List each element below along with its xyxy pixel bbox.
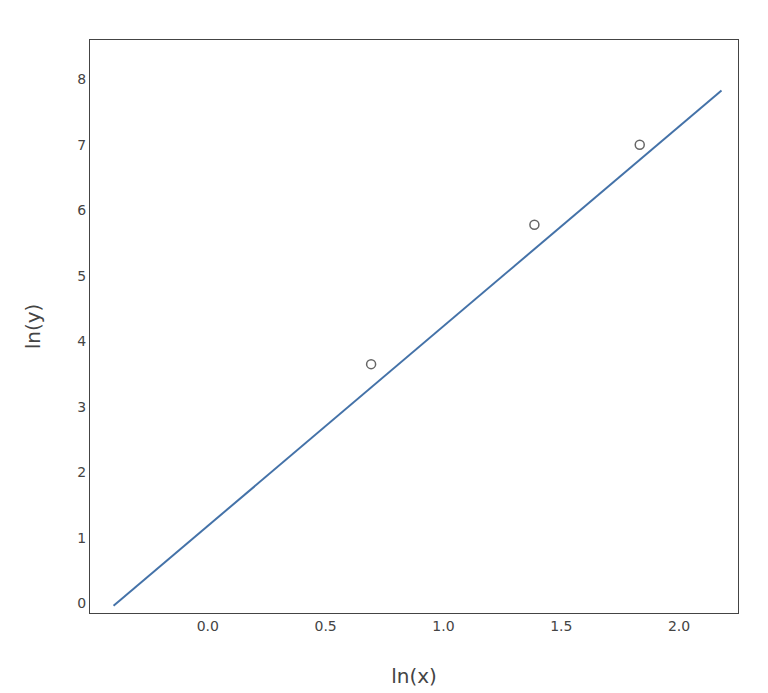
svg-text:0: 0 [77,595,86,611]
svg-text:0.0: 0.0 [197,618,219,634]
svg-text:1.5: 1.5 [550,618,572,634]
svg-text:2.0: 2.0 [668,618,690,634]
svg-text:1: 1 [77,530,86,546]
svg-text:7: 7 [77,137,86,153]
svg-text:ln(x): ln(x) [391,664,437,688]
svg-text:2: 2 [77,464,86,480]
svg-text:8: 8 [77,71,86,87]
svg-text:5: 5 [77,268,86,284]
svg-text:6: 6 [77,202,86,218]
svg-text:1.0: 1.0 [432,618,454,634]
svg-text:3: 3 [77,399,86,415]
svg-text:ln(y): ln(y) [21,304,45,350]
svg-text:0.5: 0.5 [315,618,337,634]
svg-text:4: 4 [77,333,86,349]
